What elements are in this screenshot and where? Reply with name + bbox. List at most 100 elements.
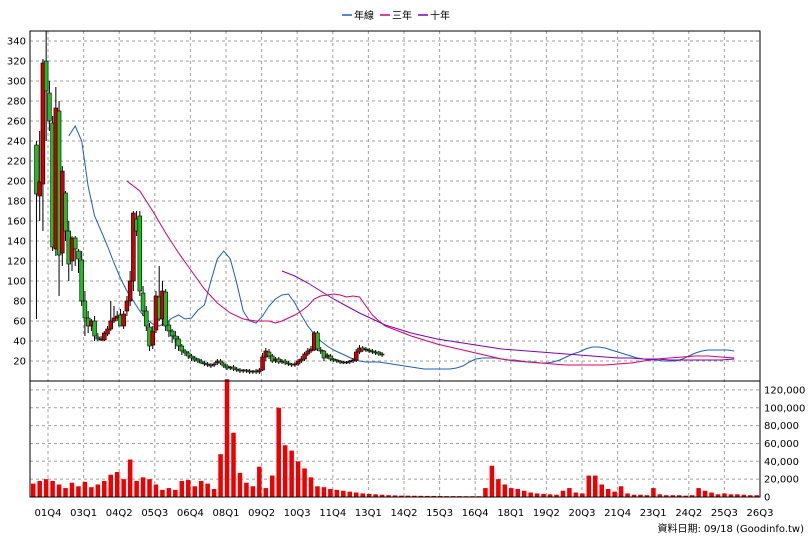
volume-bar [741,494,747,497]
volume-bar [147,479,152,497]
candle-down [179,345,185,352]
volume-bar [521,490,527,497]
candle-down [318,349,323,352]
volume-bar [43,479,49,497]
candle-down [63,192,68,232]
candle-down [366,349,372,352]
volume-bar [618,486,624,497]
candle-down [76,250,81,260]
volume-bar [360,493,365,497]
volume-tick-label: 100,000 [764,403,805,414]
volume-bar [263,488,269,497]
plot-frame [29,30,761,498]
candle-down [176,338,181,347]
price-tick-label: 220 [7,157,26,168]
volume-bar [127,459,133,497]
price-tick-label: 200 [7,177,26,188]
volume-bar [528,492,533,497]
volume-bar [121,479,126,497]
volume-bar [638,494,643,497]
volume-tick-label: 60,000 [764,439,799,450]
candle-up [292,363,298,366]
volume-bar [244,482,249,497]
ma-line-three [126,180,735,366]
candle-up [257,369,262,373]
candle-down [218,360,223,364]
volume-bar [670,495,676,497]
volume-bar [748,495,753,497]
volume-bar [63,488,68,497]
volume-bar [321,487,327,497]
candle-down [244,369,249,372]
volume-bar [412,495,417,497]
x-tick-label: 20Q3 [569,508,596,519]
volume-bar [134,480,139,497]
volume-bar [50,480,55,497]
volume-bar [599,484,604,497]
candle-down [331,358,336,361]
price-tick-label: 160 [7,217,26,228]
volume-bar [631,494,637,497]
volume-bar [483,488,488,497]
volume-bar [276,407,281,497]
candle-up [305,350,311,355]
volume-bar [509,488,514,497]
candle-down [376,351,382,355]
volume-bar [735,494,740,497]
volume-bar [431,495,437,497]
candle-down [221,363,227,367]
candle-down [144,310,149,327]
x-tick-label: 08Q1 [213,508,240,519]
candle-up [211,363,217,366]
price-tick-label: 240 [7,137,26,148]
volume-tick-label: 120,000 [764,385,805,396]
volume-bar [114,472,120,497]
volume-bar [425,495,430,497]
volume-bar [179,480,185,497]
candle-down [315,332,320,350]
volume-tick-label: 40,000 [764,457,799,468]
volume-bar [250,486,256,497]
volume-bar [605,488,611,497]
candle-up [150,330,155,346]
volume-bar [302,468,307,497]
volume-bar [489,465,495,497]
volume-bar [573,492,579,497]
volume-bar [108,474,114,497]
price-tick-label: 80 [13,297,26,308]
ma-line-ten [281,270,735,361]
volume-bar [515,488,521,497]
candle-up [111,317,117,322]
volume-bar [173,489,178,497]
x-tick-label: 26Q3 [747,508,774,519]
candle-down [186,352,191,357]
x-tick-label: 25Q3 [711,508,738,519]
volume-tick-label: 20,000 [764,475,799,486]
volume-bar [341,490,346,497]
x-tick-label: 18Q1 [497,508,524,519]
volume-tick-label: 0 [764,493,770,504]
volume-bar [102,480,107,497]
candle-down [82,300,88,319]
volume-bar [392,495,398,497]
candle-up [363,348,369,351]
volume-bar [192,486,197,497]
candle-down [334,359,340,362]
candle-down [163,291,168,327]
volume-panel [30,381,760,497]
x-tick-label: 16Q4 [462,508,489,519]
candle-down [169,330,175,337]
candle-up [124,300,130,312]
volume-bar [211,488,217,497]
candle-down [266,351,272,357]
legend-label: 年線 [354,9,374,22]
x-tick-label: 24Q2 [675,508,702,519]
price-tick-label: 60 [13,317,26,328]
candle-down [205,363,210,366]
candle-up [350,359,356,362]
volume-bar [728,494,734,497]
candle-down [195,358,201,362]
volume-bar [76,486,81,497]
candle-down [234,368,239,371]
volume-bar [696,488,701,497]
